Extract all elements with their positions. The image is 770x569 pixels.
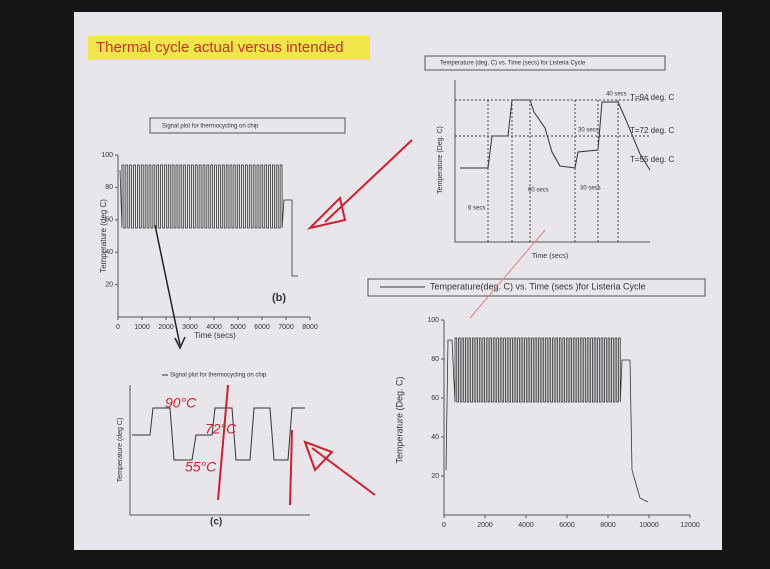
tag: (c) [210, 517, 222, 528]
y-tick-label: 100 [101, 152, 113, 159]
x-tick-label: 1000 [134, 324, 150, 331]
y-label: Temperature (Deg. C) [394, 376, 404, 463]
annotation: T=55 deg. C [630, 155, 674, 164]
legend: Temperature(deg. C) vs. Time (secs )for … [430, 281, 646, 291]
x-tick-label: 12000 [680, 522, 700, 529]
y-tick-label: 40 [431, 434, 439, 441]
screen: Thermal cycle actual versus intended Sig… [0, 0, 770, 569]
handwriting: 55°C [185, 459, 217, 475]
x-tick-label: 0 [442, 522, 446, 529]
x-tick-label: 5000 [230, 324, 246, 331]
annotation: 30 secs [580, 186, 601, 192]
x-tick-label: 2000 [477, 522, 493, 529]
y-tick-label: 80 [105, 184, 113, 191]
annotation: T=72 deg. C [630, 126, 674, 135]
x-tick-label: 7000 [278, 324, 294, 331]
legend: Signal plot for thermocycling on chip [170, 373, 267, 379]
y-label: Temperature (deg C) [99, 199, 108, 273]
annotation: T=94 deg. C [630, 93, 674, 102]
annotation: 30 secs [578, 128, 599, 134]
x-label: Time (secs) [532, 253, 568, 260]
y-label: Temperature (Deg. C) [437, 126, 444, 194]
y-tick-label: 80 [431, 356, 439, 363]
x-tick-label: 10000 [639, 522, 659, 529]
x-tick-label: 3000 [182, 324, 198, 331]
x-tick-label: 6000 [254, 324, 270, 331]
handwriting: 90°C [165, 395, 197, 411]
y-tick-label: 20 [431, 473, 439, 480]
x-tick-label: 2000 [158, 324, 174, 331]
legend: Signal plot for thermocycling on chip [162, 124, 259, 130]
slide-title: Thermal cycle actual versus intended [96, 39, 344, 56]
y-tick-label: 60 [431, 395, 439, 402]
x-label: Time (secs) [194, 331, 236, 340]
x-tick-label: 6000 [559, 522, 575, 529]
x-tick-label: 4000 [518, 522, 534, 529]
annotation: 60 secs [528, 188, 549, 194]
y-tick-label: 20 [105, 281, 113, 288]
y-tick-label: 60 [105, 217, 113, 224]
y-tick-label: 100 [427, 317, 439, 324]
annotation: 6 secs [468, 206, 485, 212]
legend: Temperature (deg. C) vs. Time (secs) for… [440, 61, 586, 67]
x-tick-label: 8000 [600, 522, 616, 529]
x-tick-label: 0 [116, 324, 120, 331]
tag: (b) [272, 292, 286, 304]
x-tick-label: 8000 [302, 324, 318, 331]
handwriting: 72°C [205, 421, 237, 437]
annotation: 40 secs [606, 92, 627, 98]
y-tick-label: 40 [105, 249, 113, 256]
y-label: Temperature (deg C) [117, 418, 124, 483]
x-tick-label: 4000 [206, 324, 222, 331]
